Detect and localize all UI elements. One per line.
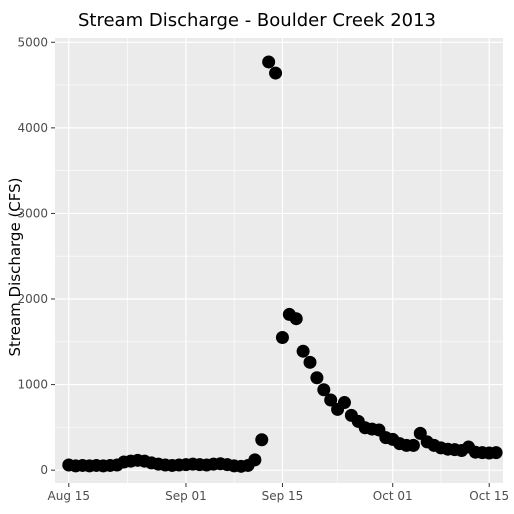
- data-point: [269, 66, 283, 80]
- data-point: [489, 446, 503, 460]
- major-gridlines: [55, 38, 503, 483]
- data-point: [255, 433, 269, 447]
- y-tick-label: 4000: [17, 121, 48, 135]
- chart-title: Stream Discharge - Boulder Creek 2013: [78, 10, 436, 31]
- data-point: [317, 383, 331, 397]
- y-tick-label: 3000: [17, 206, 48, 220]
- y-tick-label: 2000: [17, 292, 48, 306]
- y-axis: 0 1000 2000 3000 4000 5000: [17, 35, 55, 477]
- x-axis: Aug 15 Sep 01 Sep 15 Oct 01 Oct 15: [48, 483, 509, 503]
- data-point: [296, 344, 310, 358]
- data-point: [275, 331, 289, 345]
- data-point: [406, 438, 420, 452]
- x-tick-label: Aug 15: [48, 489, 91, 503]
- data-point: [289, 312, 303, 326]
- plot-panel: [55, 38, 503, 483]
- data-point: [337, 396, 351, 410]
- y-axis-title: Stream Discharge (CFS): [6, 177, 24, 356]
- data-point: [303, 355, 317, 369]
- y-tick-label: 1000: [17, 378, 48, 392]
- data-point: [324, 393, 338, 407]
- y-tick-label: 5000: [17, 35, 48, 49]
- data-point: [310, 371, 324, 385]
- data-point: [248, 453, 262, 467]
- x-tick-label: Oct 15: [469, 489, 509, 503]
- x-tick-label: Sep 01: [165, 489, 207, 503]
- y-tick-label: 0: [40, 463, 48, 477]
- x-tick-label: Oct 01: [373, 489, 413, 503]
- data-points: [62, 55, 503, 473]
- x-tick-label: Sep 15: [262, 489, 304, 503]
- minor-gridlines: [55, 38, 503, 483]
- data-point: [262, 55, 276, 69]
